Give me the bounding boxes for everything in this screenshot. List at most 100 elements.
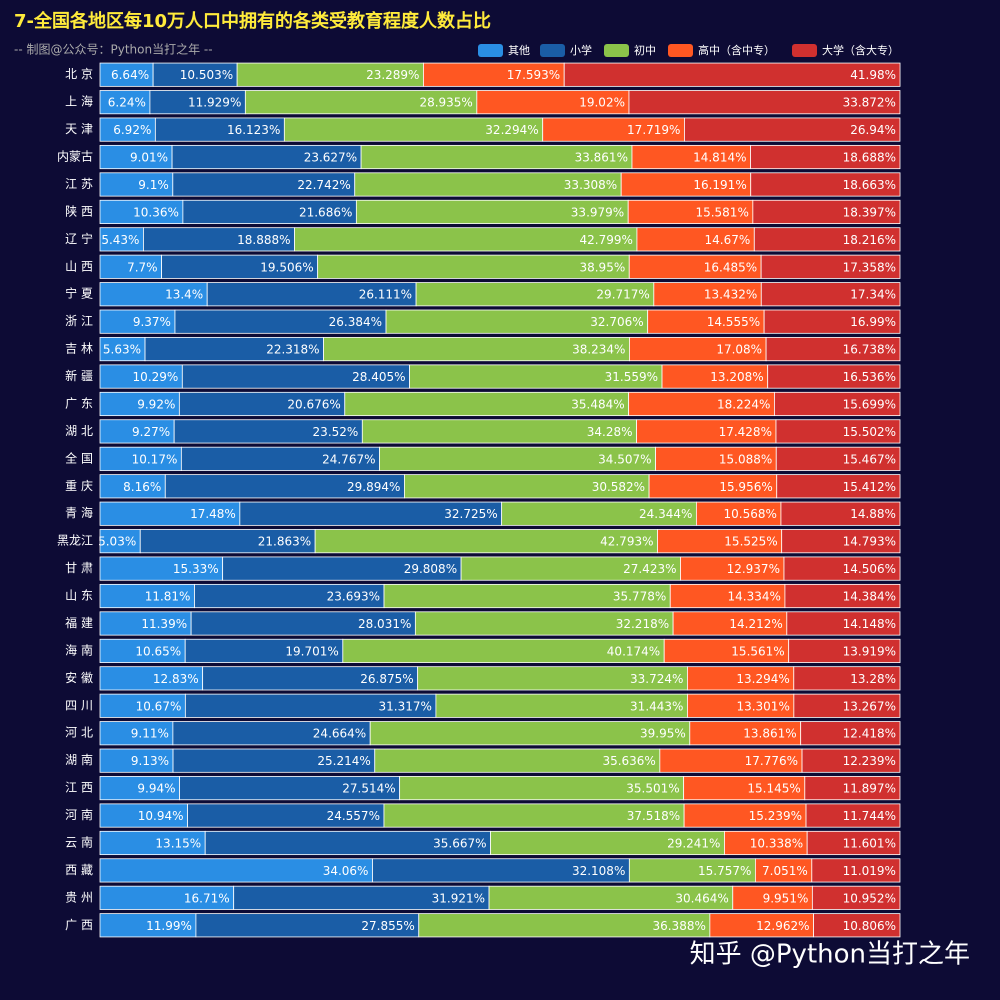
y-tick-label: 全 国 bbox=[65, 450, 93, 465]
bar-segment bbox=[767, 364, 901, 389]
value-label: 15.561% bbox=[731, 644, 784, 658]
value-label: 13.208% bbox=[710, 370, 763, 384]
value-label: 34.28% bbox=[587, 425, 633, 439]
value-label: 42.793% bbox=[600, 535, 653, 549]
value-label: 28.031% bbox=[358, 617, 411, 631]
value-label: 12.239% bbox=[843, 754, 896, 768]
value-label: 5.63% bbox=[103, 343, 141, 357]
value-label: 24.557% bbox=[327, 809, 380, 823]
y-tick-label: 宁 夏 bbox=[65, 286, 93, 301]
bar-segment bbox=[788, 638, 901, 663]
bar-segment bbox=[776, 474, 901, 499]
y-tick-label: 西 藏 bbox=[65, 863, 93, 877]
value-label: 16.536% bbox=[843, 370, 896, 384]
value-label: 11.39% bbox=[141, 617, 187, 631]
value-label: 15.088% bbox=[719, 452, 772, 466]
bar-segment bbox=[786, 611, 901, 636]
value-label: 33.308% bbox=[564, 178, 617, 192]
bar-segment bbox=[781, 529, 901, 554]
bar-segment bbox=[804, 776, 901, 801]
value-label: 15.581% bbox=[695, 205, 748, 219]
bar-segment bbox=[760, 254, 901, 279]
value-label: 15.33% bbox=[173, 562, 219, 576]
value-label: 13.861% bbox=[743, 727, 796, 741]
value-label: 18.397% bbox=[843, 205, 896, 219]
value-label: 22.742% bbox=[297, 178, 350, 192]
bar-segment bbox=[783, 556, 901, 581]
y-tick-label: 山 东 bbox=[65, 589, 93, 603]
value-label: 23.52% bbox=[313, 425, 359, 439]
chart-subtitle: -- 制图@公众号：Python当打之年 -- bbox=[14, 43, 213, 57]
value-label: 30.464% bbox=[675, 891, 728, 905]
value-label: 19.701% bbox=[285, 644, 338, 658]
value-label: 20.676% bbox=[287, 397, 340, 411]
value-label: 19.02% bbox=[579, 96, 625, 110]
value-label: 10.36% bbox=[133, 205, 179, 219]
legend-label: 高中（含中专） bbox=[698, 43, 775, 57]
value-label: 9.27% bbox=[132, 425, 170, 439]
value-label: 18.224% bbox=[717, 397, 770, 411]
value-label: 33.861% bbox=[575, 151, 628, 165]
value-label: 26.94% bbox=[850, 123, 896, 137]
value-label: 13.919% bbox=[843, 644, 896, 658]
value-label: 35.667% bbox=[433, 836, 486, 850]
value-label: 28.935% bbox=[419, 96, 472, 110]
value-label: 11.81% bbox=[145, 590, 191, 604]
legend-label: 大学（含大专） bbox=[822, 43, 899, 57]
value-label: 10.503% bbox=[180, 68, 233, 82]
value-label: 11.744% bbox=[843, 809, 896, 823]
value-label: 13.294% bbox=[736, 672, 789, 686]
value-label: 37.518% bbox=[627, 809, 680, 823]
y-tick-label: 四 川 bbox=[65, 698, 93, 712]
bar-segment bbox=[806, 830, 901, 856]
value-label: 10.806% bbox=[843, 919, 896, 933]
value-label: 21.863% bbox=[258, 535, 311, 549]
value-label: 13.4% bbox=[165, 288, 203, 302]
y-tick-label: 海 南 bbox=[65, 642, 93, 657]
value-label: 32.294% bbox=[485, 123, 538, 137]
value-label: 9.951% bbox=[763, 891, 809, 905]
value-label: 17.48% bbox=[190, 507, 236, 521]
value-label: 35.636% bbox=[602, 754, 655, 768]
y-tick-label: 贵 州 bbox=[65, 890, 93, 904]
value-label: 7.051% bbox=[762, 864, 808, 878]
chart-title: 7-全国各地区每10万人口中拥有的各类受教育程度人数占比 bbox=[14, 10, 491, 32]
bar-segment bbox=[793, 666, 901, 691]
y-tick-label: 安 徽 bbox=[65, 670, 93, 685]
y-tick-label: 黑龙江 bbox=[57, 534, 93, 548]
bar-segment bbox=[775, 419, 901, 444]
value-label: 10.67% bbox=[136, 699, 182, 713]
y-tick-label: 天 津 bbox=[65, 122, 93, 136]
bar-segment bbox=[780, 501, 901, 526]
y-tick-label: 新 疆 bbox=[65, 368, 93, 383]
value-label: 9.01% bbox=[130, 151, 168, 165]
value-label: 35.501% bbox=[626, 782, 679, 796]
bar-segment bbox=[628, 90, 901, 115]
value-label: 27.514% bbox=[342, 782, 395, 796]
value-label: 11.929% bbox=[188, 96, 241, 110]
value-label: 13.432% bbox=[704, 288, 757, 302]
value-label: 14.814% bbox=[693, 151, 746, 165]
value-label: 32.725% bbox=[444, 507, 497, 521]
value-label: 10.29% bbox=[133, 370, 179, 384]
value-label: 18.663% bbox=[843, 178, 896, 192]
value-label: 11.601% bbox=[843, 836, 896, 850]
legend-swatch bbox=[478, 44, 503, 57]
value-label: 11.99% bbox=[146, 919, 192, 933]
value-label: 16.738% bbox=[843, 343, 896, 357]
y-tick-label: 湖 北 bbox=[65, 423, 93, 438]
value-label: 18.216% bbox=[843, 233, 896, 247]
value-label: 16.485% bbox=[704, 260, 757, 274]
value-label: 7.7% bbox=[127, 260, 158, 274]
value-label: 26.111% bbox=[359, 288, 412, 302]
value-label: 14.793% bbox=[843, 535, 896, 549]
value-label: 6.64% bbox=[111, 68, 149, 82]
y-tick-label: 陕 西 bbox=[65, 203, 93, 218]
legend-swatch bbox=[668, 44, 693, 57]
value-label: 13.15% bbox=[155, 836, 201, 850]
value-label: 14.67% bbox=[705, 233, 751, 247]
value-label: 41.98% bbox=[850, 68, 896, 82]
y-tick-label: 甘 肃 bbox=[65, 561, 93, 575]
bar-segment bbox=[750, 144, 901, 170]
bar-segment bbox=[805, 803, 901, 828]
